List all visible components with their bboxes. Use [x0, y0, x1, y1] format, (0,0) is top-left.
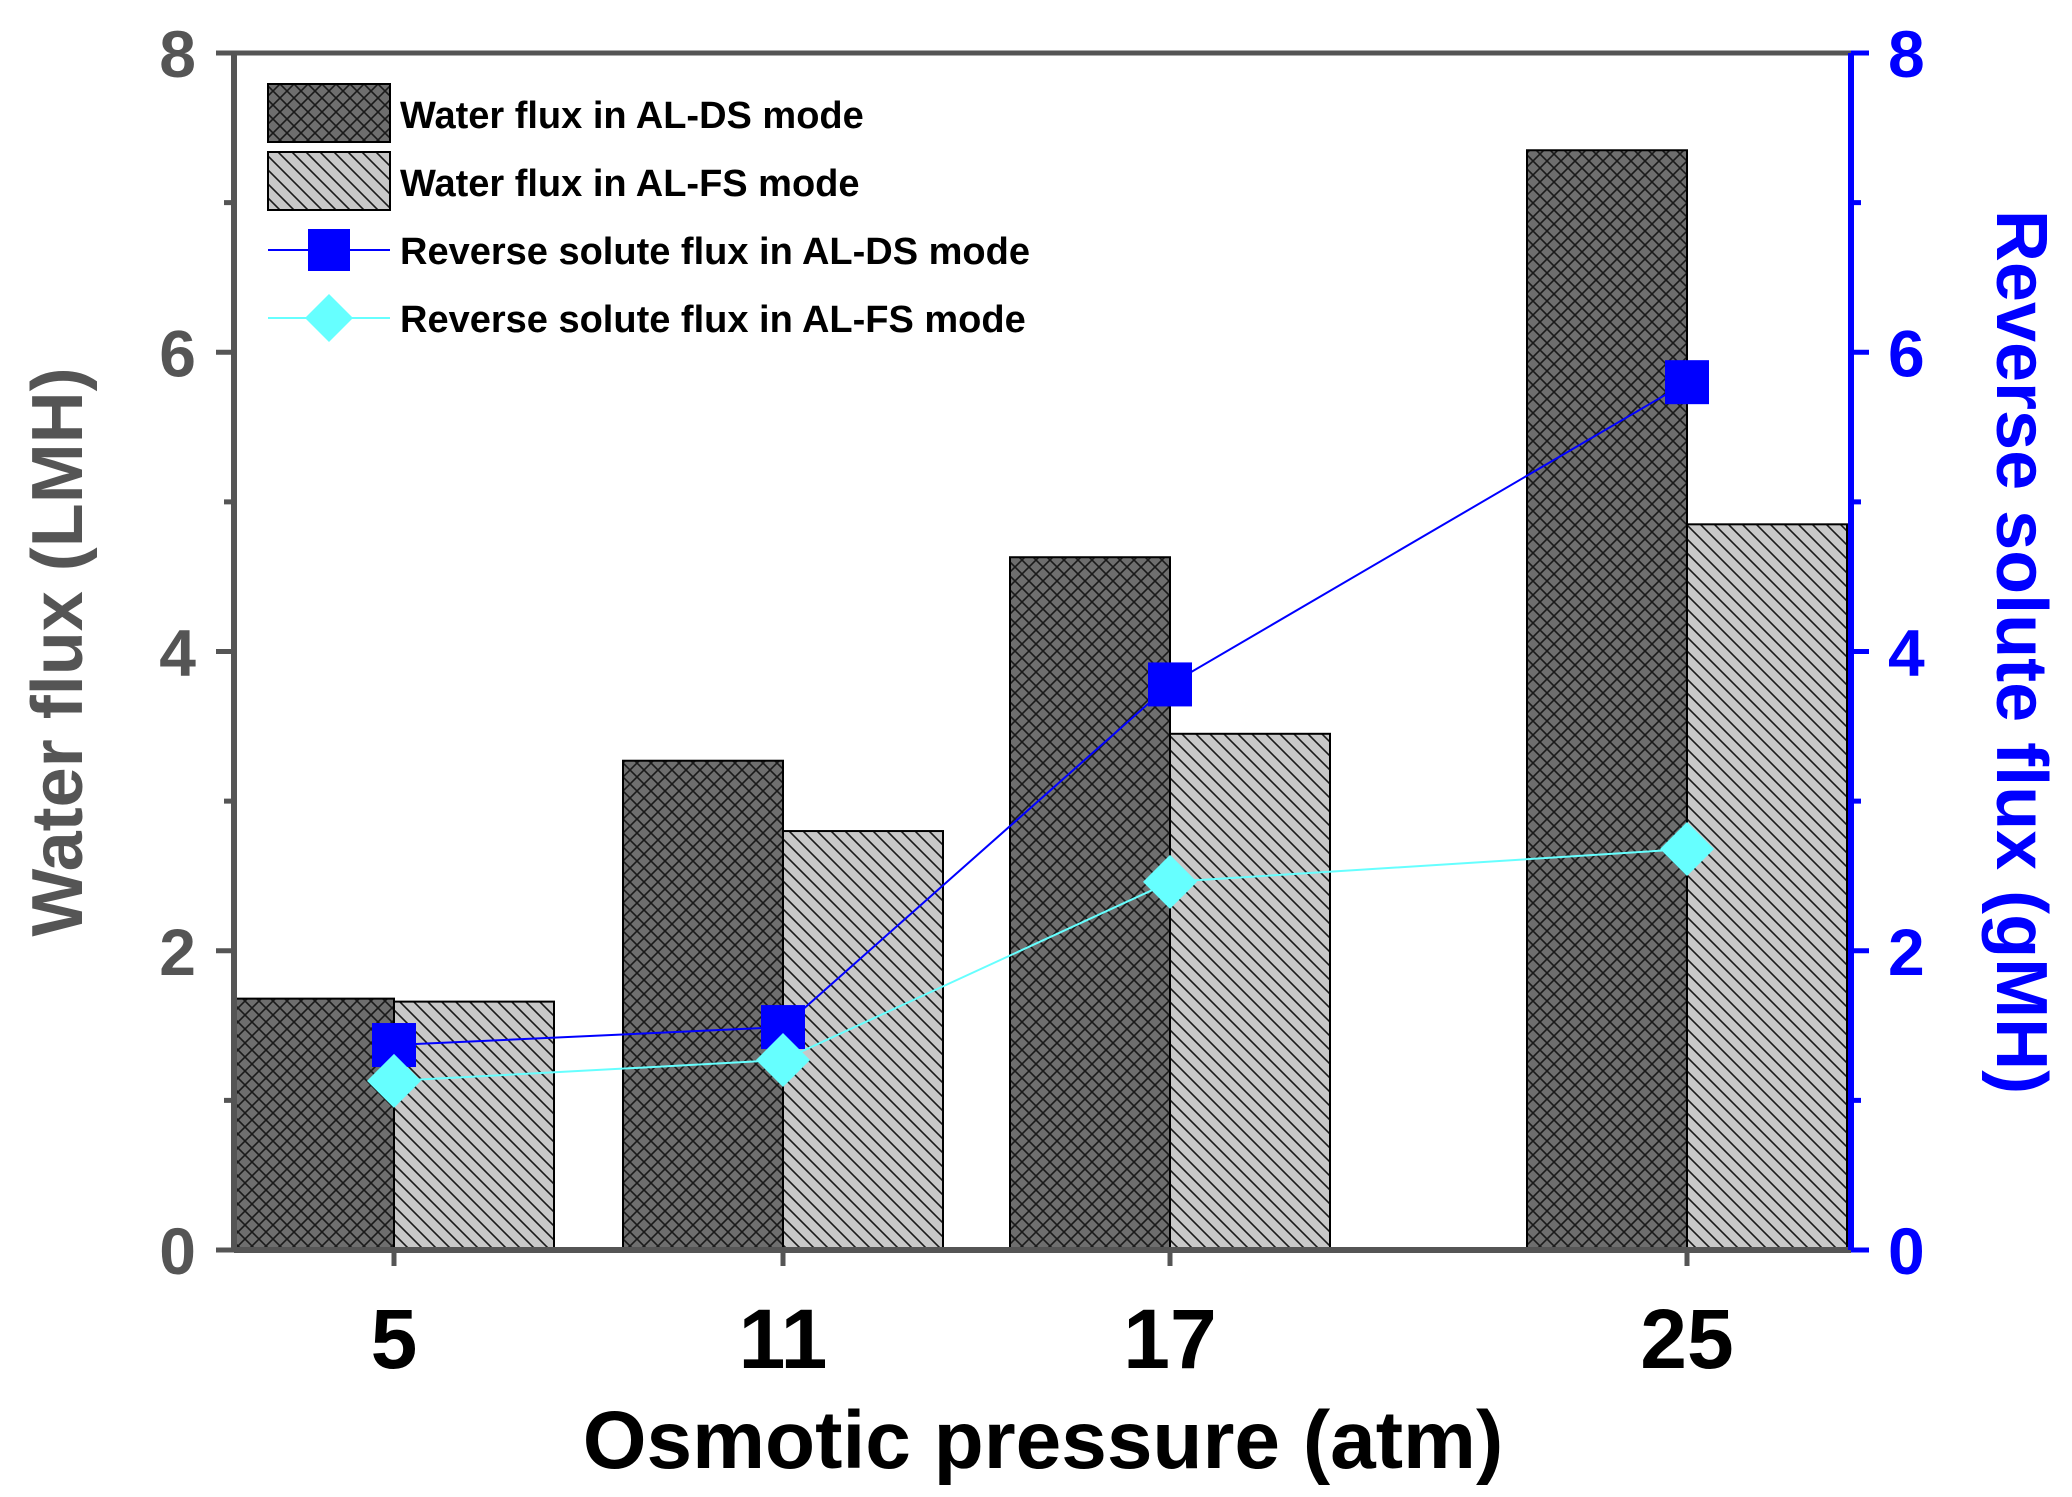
- x-tick-label: 17: [1123, 1292, 1216, 1386]
- legend-marker-square-icon: [308, 229, 350, 271]
- x-tick-label: 25: [1640, 1292, 1733, 1386]
- bar-al-ds-11: [622, 759, 784, 1251]
- marker-al-fs-25: [1660, 822, 1714, 877]
- line-al-ds-solute: [393, 381, 1688, 1047]
- bar-al-ds-17: [1009, 556, 1171, 1251]
- legend-marker-diamond-icon: [305, 294, 353, 342]
- x-tick-label: 11: [739, 1292, 828, 1386]
- y2-tick-label: 2: [1888, 915, 1925, 989]
- y2-axis-title: Reverse solute flux (gMH): [1981, 210, 2061, 1094]
- x-tick-label: 5: [371, 1292, 418, 1386]
- legend: Water flux in AL-DS mode Water flux in A…: [267, 83, 1030, 342]
- bar-al-ds-25: [1526, 149, 1688, 1252]
- line-al-fs-solute: [393, 848, 1688, 1082]
- marker-al-fs-5: [367, 1053, 421, 1108]
- bar-al-ds-5: [233, 997, 395, 1251]
- y-tick-label: 8: [159, 17, 196, 91]
- x-axis-title: Osmotic pressure (atm): [583, 1395, 1504, 1486]
- bar-al-fs-11: [782, 830, 944, 1251]
- y2-tick-label: 6: [1888, 316, 1925, 390]
- legend-label-al-fs-water: Water flux in AL-FS mode: [400, 163, 860, 205]
- marker-al-fs-17: [1143, 854, 1197, 909]
- legend-label-al-ds-water: Water flux in AL-DS mode: [400, 95, 864, 137]
- y-tick-label: 2: [159, 915, 196, 989]
- y-tick-label: 0: [159, 1214, 196, 1288]
- legend-label-al-fs-solute: Reverse solute flux in AL-FS mode: [400, 299, 1026, 341]
- marker-al-ds-25: [1665, 360, 1709, 405]
- y-tick-label: 4: [159, 616, 196, 690]
- y2-tick-label: 4: [1888, 616, 1925, 690]
- y-axis-title: Water flux (LMH): [18, 367, 98, 936]
- marker-al-ds-17: [1148, 662, 1192, 707]
- bar-al-fs-17: [1169, 732, 1331, 1251]
- y2-tick-label: 8: [1888, 17, 1925, 91]
- legend-label-al-ds-solute: Reverse solute flux in AL-DS mode: [400, 231, 1030, 273]
- bar-al-fs-25: [1686, 523, 1848, 1251]
- legend-swatch-al-ds-water: [267, 83, 391, 143]
- marker-al-fs-11: [756, 1032, 810, 1087]
- y-tick-label: 6: [159, 316, 196, 390]
- y2-tick-label: 0: [1888, 1214, 1925, 1288]
- legend-swatch-al-fs-water: [267, 151, 391, 211]
